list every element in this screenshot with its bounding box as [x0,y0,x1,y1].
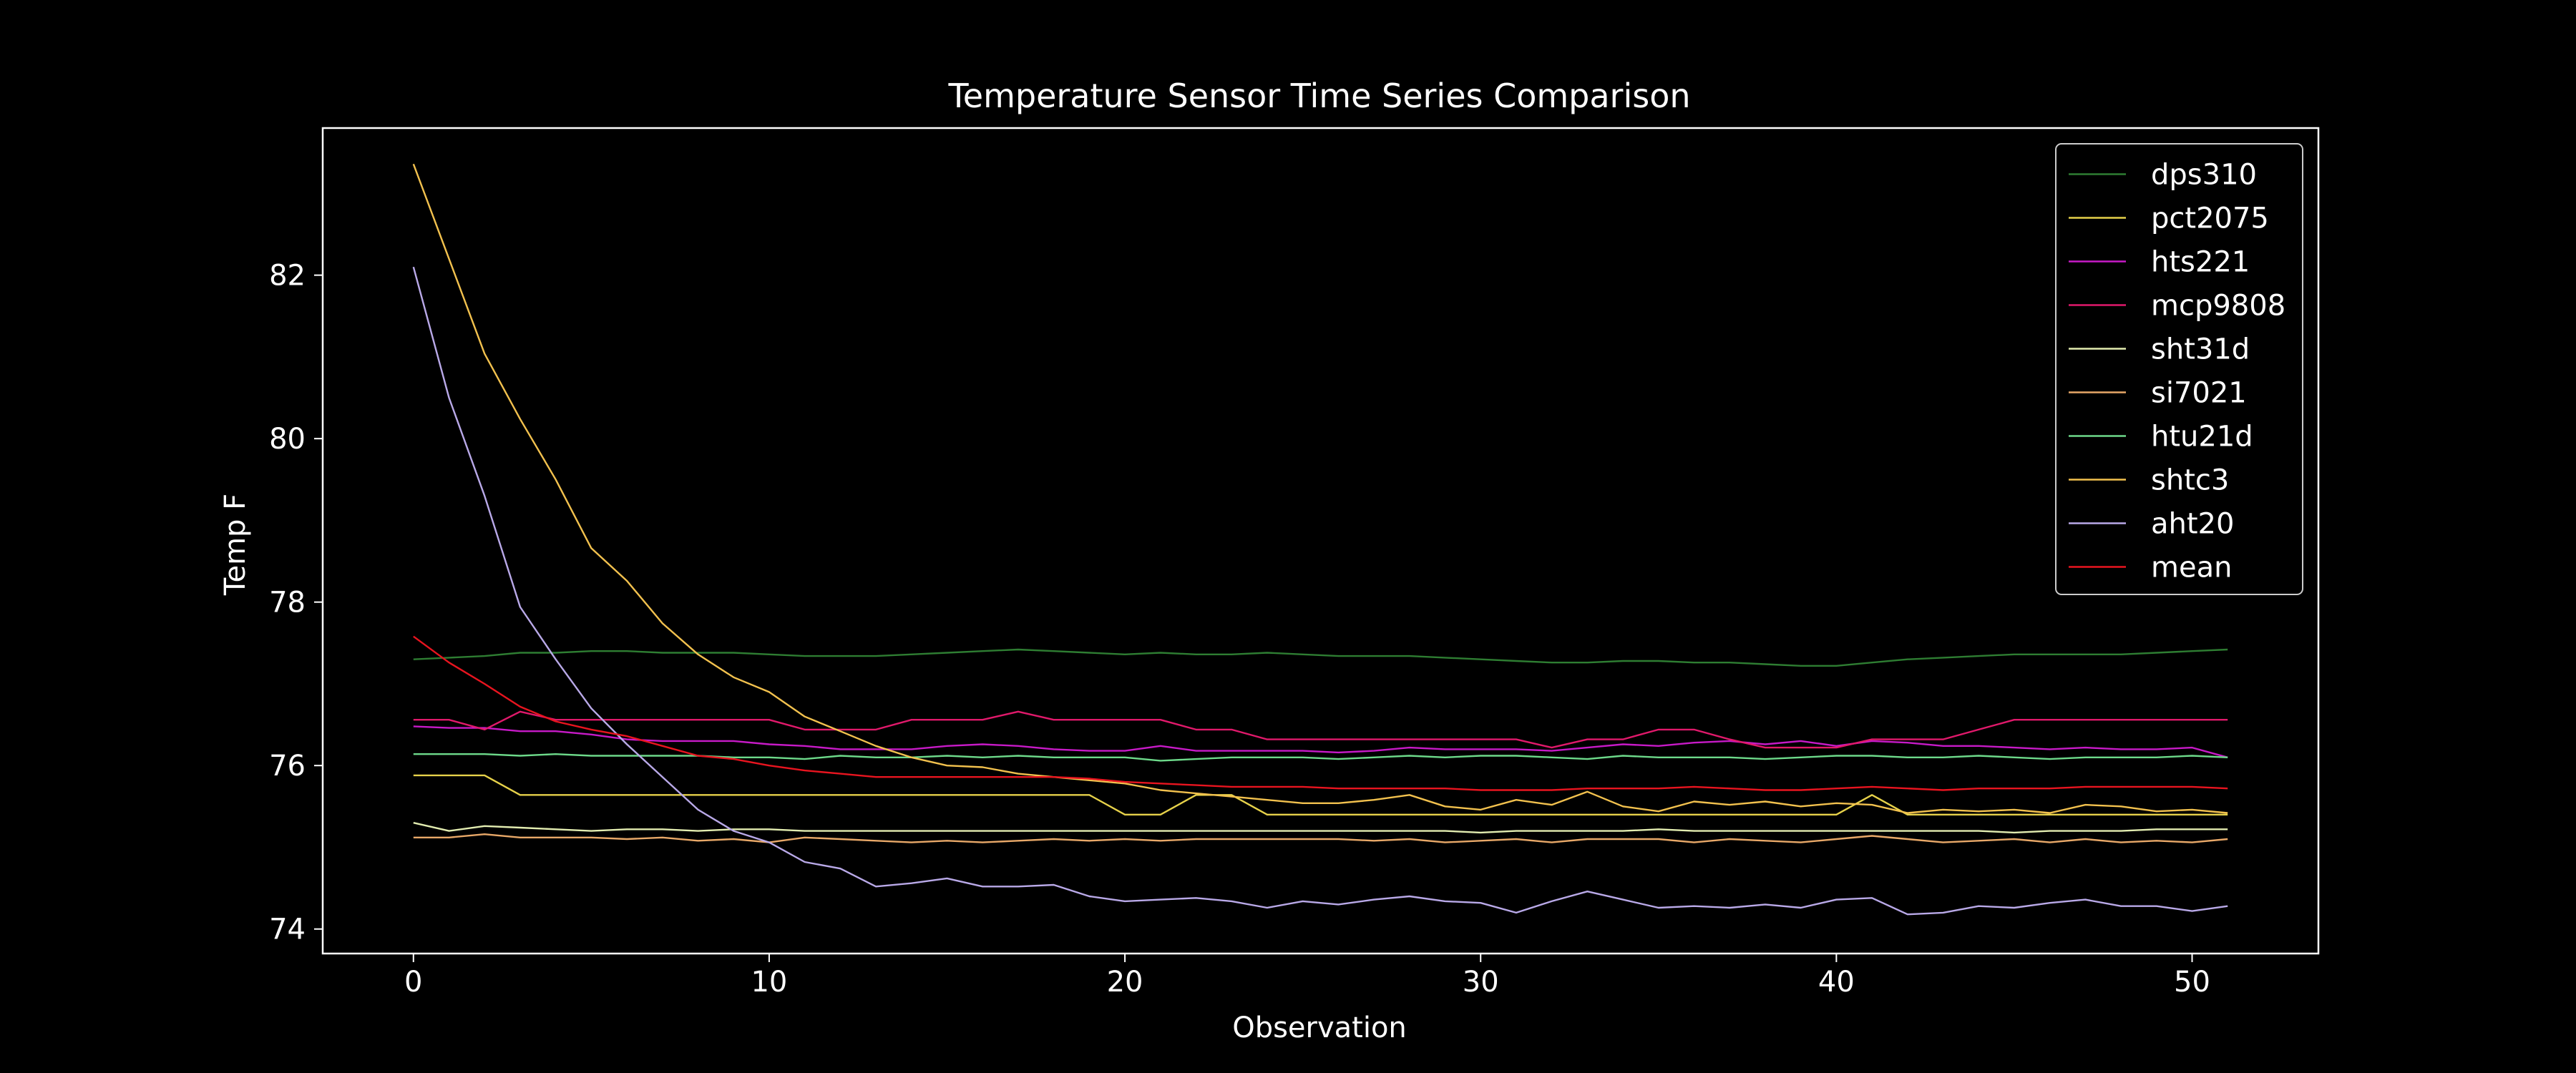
legend-label-sht31d: sht31d [2151,333,2250,366]
series-line-pct2075 [413,774,2228,816]
y-axis-label: Temp F [219,494,252,596]
series-line-shtc3 [412,163,2228,814]
series-line-hts221 [413,725,2228,758]
y-tick-label: 80 [269,423,306,456]
legend-label-si7021: si7021 [2151,377,2247,410]
legend-label-hts221: hts221 [2151,246,2250,279]
y-tick-label: 82 [269,260,306,293]
y-tick-label: 76 [269,750,306,783]
series-line-si7021 [413,833,2228,843]
y-tick-label: 78 [269,587,306,619]
x-tick-label: 30 [1463,966,1499,999]
series-line-dps310 [413,648,2228,667]
legend-label-aht20: aht20 [2151,508,2234,541]
legend-label-mcp9808: mcp9808 [2151,290,2285,323]
legend-label-mean: mean [2151,552,2232,584]
legend: dps310 pct2075 hts221 mcp9808 sht31d si7021 ht… [2055,143,2303,595]
legend-box [2055,143,2303,595]
x-tick-label: 40 [1818,966,1855,999]
legend-label-dps310: dps310 [2151,159,2257,192]
y-tick-label: 74 [269,913,306,946]
x-tick-label: 0 [404,966,422,999]
x-tick-label: 10 [751,966,787,999]
series-line-sht31d [413,822,2228,834]
x-tick-label: 50 [2174,966,2210,999]
legend-label-pct2075: pct2075 [2151,202,2269,235]
legend-label-htu21d: htu21d [2151,421,2253,454]
axes-frame [321,127,2320,955]
chart-title: Temperature Sensor Time Series Compariso… [948,77,1691,115]
series-line-aht20 [412,266,2228,916]
series-line-mean [413,635,2228,791]
legend-label-shtc3: shtc3 [2151,464,2229,497]
plot-area: 0 10 20 30 40 50 74 76 78 80 82 [269,127,2320,999]
x-axis-label: Observation [1232,1011,1407,1044]
series-line-mcp9808 [413,710,2228,749]
x-tick-label: 20 [1107,966,1143,999]
